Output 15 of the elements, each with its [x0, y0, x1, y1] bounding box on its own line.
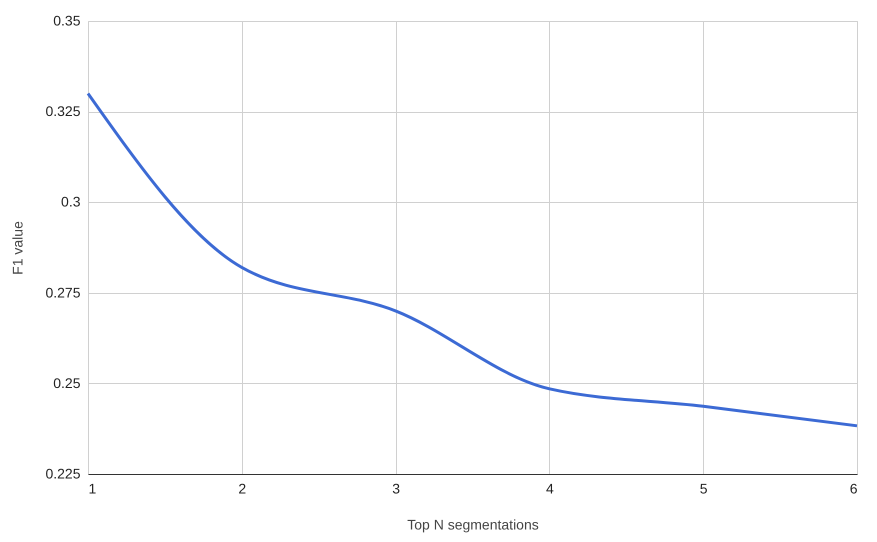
x-axis-title: Top N segmentations	[407, 516, 539, 532]
y-tick-label: 0.325	[45, 103, 81, 120]
x-tick-label: 1	[88, 480, 96, 496]
y-tick-label: 0.3	[61, 194, 81, 210]
line-series	[86, 92, 858, 428]
x-tick-label: 2	[238, 480, 246, 496]
y-tick-label: 0.35	[53, 12, 81, 28]
y-axis-title: F1 value	[9, 220, 26, 275]
y-tick-label: 0.25	[53, 374, 81, 391]
y-tick-label: 0.225	[45, 466, 81, 482]
x-tick-label: 4	[546, 480, 554, 496]
x-tick-label: 3	[392, 480, 400, 496]
y-tick-label: 0.275	[45, 284, 81, 300]
x-tick-label: 5	[700, 480, 708, 496]
x-tick-label: 6	[850, 480, 858, 496]
